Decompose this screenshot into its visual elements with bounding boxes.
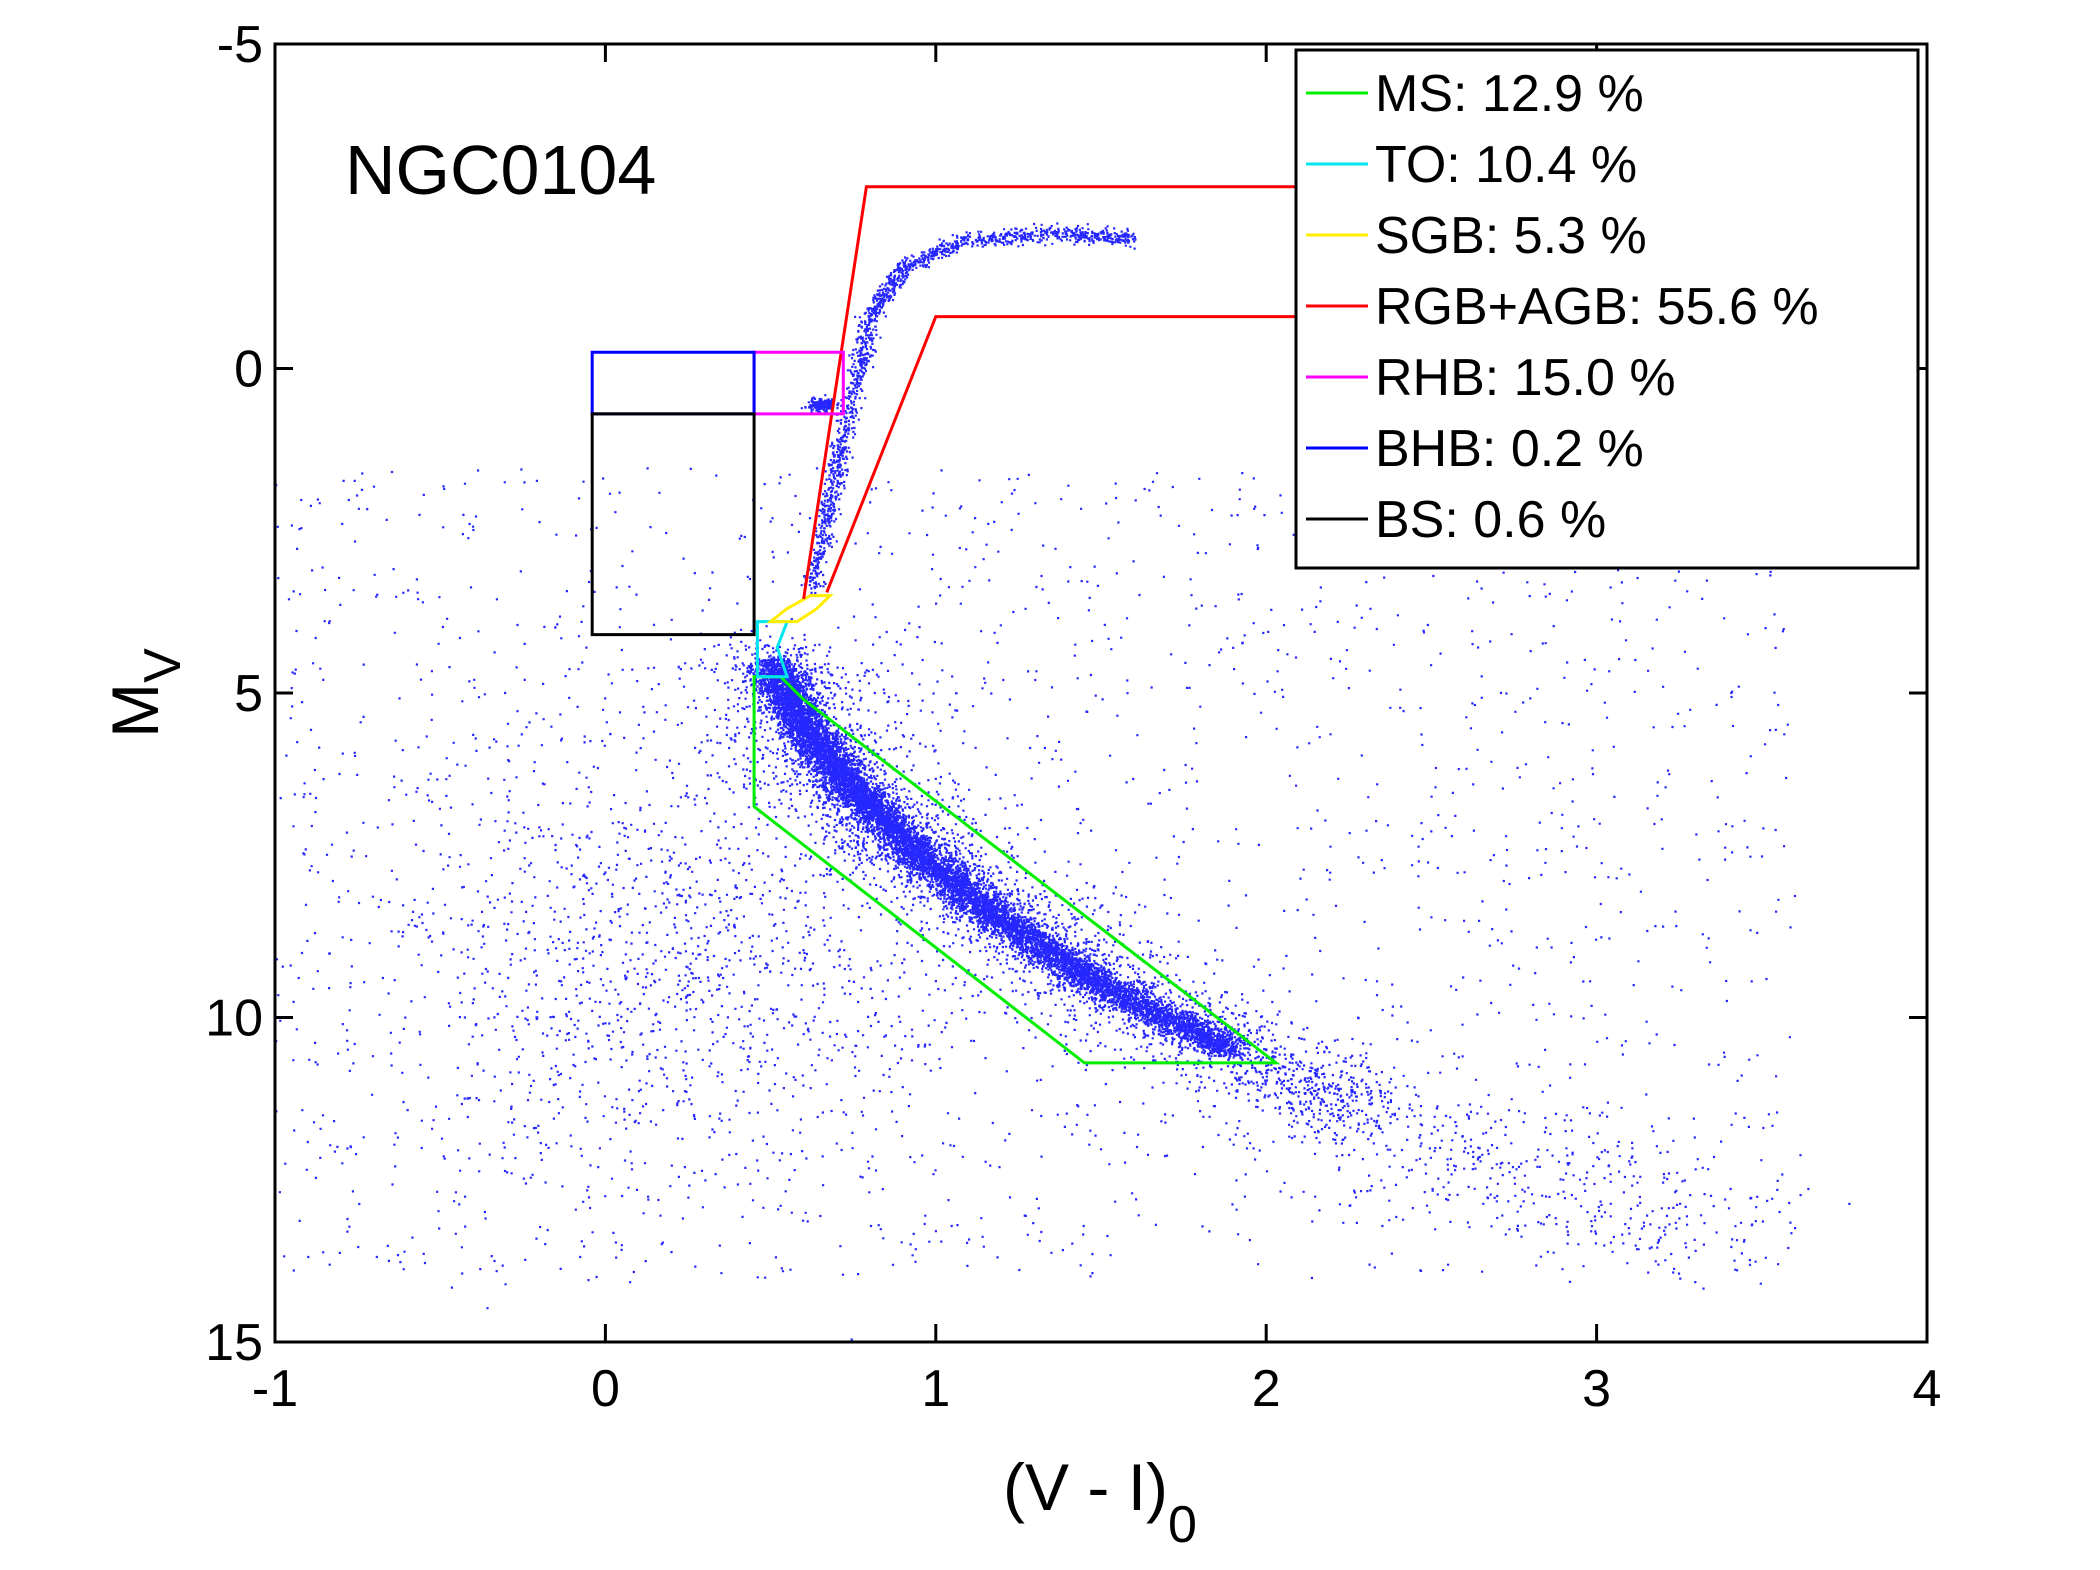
region-bs-outline bbox=[590, 412, 756, 637]
x-axis-title-main: (V - I) bbox=[1003, 1450, 1168, 1524]
legend-box bbox=[1294, 48, 1920, 570]
x-tick-label: 4 bbox=[1913, 1360, 1942, 1418]
legend-label-to: TO: 10.4 % bbox=[1375, 136, 1637, 194]
legend: MS: 12.9 % TO: 10.4 % SGB: 5.3 % RGB+AGB: 5… bbox=[1294, 48, 1920, 570]
legend-label-sgb: SGB: 5.3 % bbox=[1375, 207, 1647, 265]
x-tick-label: -1 bbox=[252, 1360, 298, 1418]
x-tick-label: 0 bbox=[591, 1360, 620, 1418]
y-tick-label: 15 bbox=[205, 1314, 263, 1372]
y-tick-label: 5 bbox=[234, 665, 263, 723]
y-tick-label: -5 bbox=[217, 16, 263, 74]
x-axis-title-subscript: 0 bbox=[1168, 1496, 1197, 1554]
region-sgb-outline bbox=[766, 594, 834, 624]
legend-label-bs: BS: 0.6 % bbox=[1375, 491, 1606, 549]
y-axis-title-main: M bbox=[98, 683, 172, 738]
x-tick-label: 3 bbox=[1582, 1360, 1611, 1418]
x-tick-label: 1 bbox=[921, 1360, 950, 1418]
y-tick-label: 0 bbox=[234, 341, 263, 399]
x-tick-label: 2 bbox=[1252, 1360, 1281, 1418]
svg-text:MV: MV bbox=[98, 648, 192, 738]
legend-label-ms: MS: 12.9 % bbox=[1375, 65, 1644, 123]
region-outlines bbox=[590, 185, 1300, 1065]
y-axis-title: MV bbox=[98, 648, 192, 738]
legend-label-rgb+agb: RGB+AGB: 55.6 % bbox=[1375, 278, 1819, 336]
x-axis-title: (V - I)0 bbox=[1003, 1450, 1197, 1554]
axis-ticks: -1 0 1 2 3 4 -5 0 5 10 15 bbox=[205, 16, 1941, 1418]
region-rgb-agb-line-1 bbox=[802, 185, 1300, 600]
cluster-name-annotation: NGC0104 bbox=[345, 131, 656, 209]
y-axis-title-subscript: V bbox=[134, 648, 192, 683]
svg-text:(V - I)0: (V - I)0 bbox=[1003, 1450, 1197, 1554]
legend-label-rhb: RHB: 15.0 % bbox=[1375, 349, 1676, 407]
legend-label-bhb: BHB: 0.2 % bbox=[1375, 420, 1644, 478]
y-tick-label: 10 bbox=[205, 990, 263, 1048]
region-rgb-agb-line-2 bbox=[825, 315, 1300, 593]
